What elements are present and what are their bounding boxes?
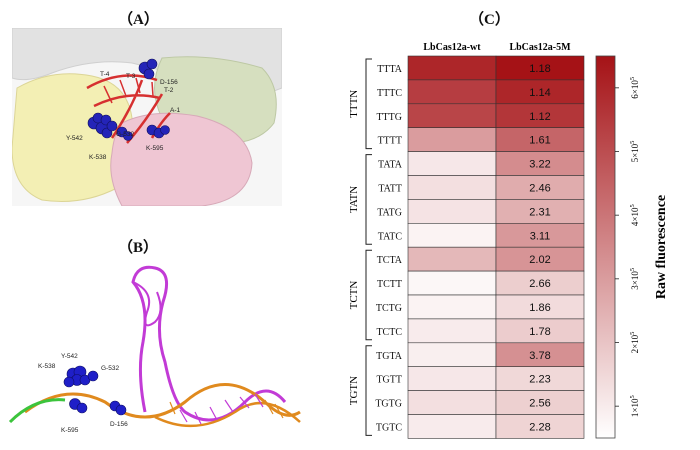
colorbar-tick-label: 1×105 xyxy=(629,395,640,417)
residue-spheres-b xyxy=(63,365,127,416)
residue-spheres-a xyxy=(87,58,170,141)
crRNA-strand xyxy=(131,265,287,422)
fluorescence-heatmap: LbCas12a-wt LbCas12a-5M 1.18 1.14 1.12 1.61 3.… xyxy=(348,42,669,439)
cell-value-label: 1.12 xyxy=(529,111,550,123)
heatmap-cell xyxy=(407,246,497,272)
cell-value-label: 2.02 xyxy=(529,254,550,266)
protein-structure-image: T-3 T-4 D-156 T-2 A-1 Y-542 G-532 K-538 … xyxy=(12,28,282,206)
group-bracket xyxy=(365,345,372,436)
heatmap-cell xyxy=(407,270,497,296)
row-label: TGTG xyxy=(375,399,402,410)
group-bracket xyxy=(365,249,372,341)
row-label: TCTC xyxy=(376,327,402,338)
crRNA-inner xyxy=(132,281,162,327)
residue-label: Y-542 xyxy=(61,353,78,360)
residue-label: Y-542 xyxy=(66,135,83,142)
heatmap-cell xyxy=(407,318,497,344)
colorbar-tick-label: 5×105 xyxy=(629,141,640,163)
heatmap-cell xyxy=(407,366,497,391)
row-label: TATG xyxy=(377,207,402,218)
heatmap-cell xyxy=(495,414,585,439)
group-bracket xyxy=(365,154,372,245)
dna-strand xyxy=(86,74,171,144)
group-bracket xyxy=(365,58,372,150)
row-label: TATT xyxy=(378,183,402,194)
cell-value-label: 2.23 xyxy=(529,374,550,386)
residue-label: A-1 xyxy=(170,107,181,114)
residue-label: D-156 xyxy=(160,79,178,86)
heatmap-cell xyxy=(407,175,497,200)
colorbar xyxy=(595,55,616,439)
row-label: TGTT xyxy=(376,375,402,386)
heatmap-cell xyxy=(407,342,497,367)
residue-label: G-532 xyxy=(101,365,119,372)
heatmap-cell xyxy=(407,294,497,320)
column-header: LbCas12a-wt xyxy=(423,42,481,53)
colorbar-tick-label: 3×105 xyxy=(629,268,640,290)
cell-value-label: 1.61 xyxy=(529,135,550,147)
colorbar-tick-label: 2×105 xyxy=(629,332,640,354)
cell-value-label: 2.28 xyxy=(529,421,550,433)
row-label: TGTC xyxy=(376,422,402,433)
group-label: TTTN xyxy=(348,90,360,118)
heatmap-cell xyxy=(407,127,497,152)
heatmap-cell xyxy=(407,223,497,248)
cell-value-label: 2.56 xyxy=(529,398,550,410)
residue-label: T-2 xyxy=(164,87,174,94)
row-label: TATA xyxy=(378,160,403,171)
heatmap-cell xyxy=(407,103,497,129)
heatmap-cell xyxy=(407,414,497,439)
cell-value-label: 3.11 xyxy=(530,230,551,242)
target-strand-backbone xyxy=(154,401,301,428)
heatmap-cell xyxy=(407,390,497,415)
cell-value-label: 1.86 xyxy=(529,302,550,314)
row-label: TCTA xyxy=(377,255,403,266)
colorbar-title: Raw fluorescence xyxy=(654,195,669,299)
non-target-strand xyxy=(8,398,66,424)
cell-value-label: 2.31 xyxy=(529,206,550,218)
heatmap-cell xyxy=(407,151,497,176)
cell-value-label: 3.78 xyxy=(529,350,550,362)
column-header: LbCas12a-5M xyxy=(509,42,571,53)
heatmap-cell xyxy=(407,199,497,224)
residue-label: D-156 xyxy=(110,421,128,428)
cell-value-label: 1.78 xyxy=(529,326,550,338)
row-label: TTTG xyxy=(376,112,402,123)
residue-label: K-538 xyxy=(89,154,107,161)
residue-label: G-532 xyxy=(116,131,134,138)
residue-label: T-3 xyxy=(126,73,136,80)
cell-value-label: 3.22 xyxy=(529,159,550,171)
colorbar-tick-label: 4×105 xyxy=(629,204,640,226)
row-label: TATC xyxy=(378,231,403,242)
row-label: TTTA xyxy=(377,64,403,75)
residue-label: K-595 xyxy=(146,145,164,152)
residue-label: K-538 xyxy=(38,363,56,370)
group-label: TCTN xyxy=(348,281,360,310)
row-label: TTTC xyxy=(377,88,402,99)
cell-value-label: 2.46 xyxy=(529,182,550,194)
residue-label: K-595 xyxy=(61,427,79,434)
cell-value-label: 2.66 xyxy=(529,278,550,290)
group-label: TATN xyxy=(348,186,360,213)
panel-a-label: （A） xyxy=(118,12,159,28)
cell-value-label: 1.18 xyxy=(529,63,550,75)
nucleic-acid-structure-image: Y-542 K-538 G-532 K-595 D-156 xyxy=(8,265,301,434)
row-label: TGTA xyxy=(376,351,403,362)
panel-c-label: （C） xyxy=(469,12,510,28)
heatmap-cell xyxy=(407,79,497,105)
target-strand xyxy=(24,383,301,419)
residue-label: T-4 xyxy=(100,71,110,78)
panel-b-label: （B） xyxy=(118,240,159,256)
pink-domain xyxy=(110,112,253,206)
colorbar-tick-label: 6×105 xyxy=(629,77,640,99)
group-label: TGTN xyxy=(348,376,360,405)
row-label: TCTT xyxy=(377,279,402,290)
heatmap-cell xyxy=(407,55,497,81)
cell-value-label: 1.14 xyxy=(529,87,550,99)
row-label: TCTG xyxy=(376,303,402,314)
row-label: TTTT xyxy=(378,136,402,147)
